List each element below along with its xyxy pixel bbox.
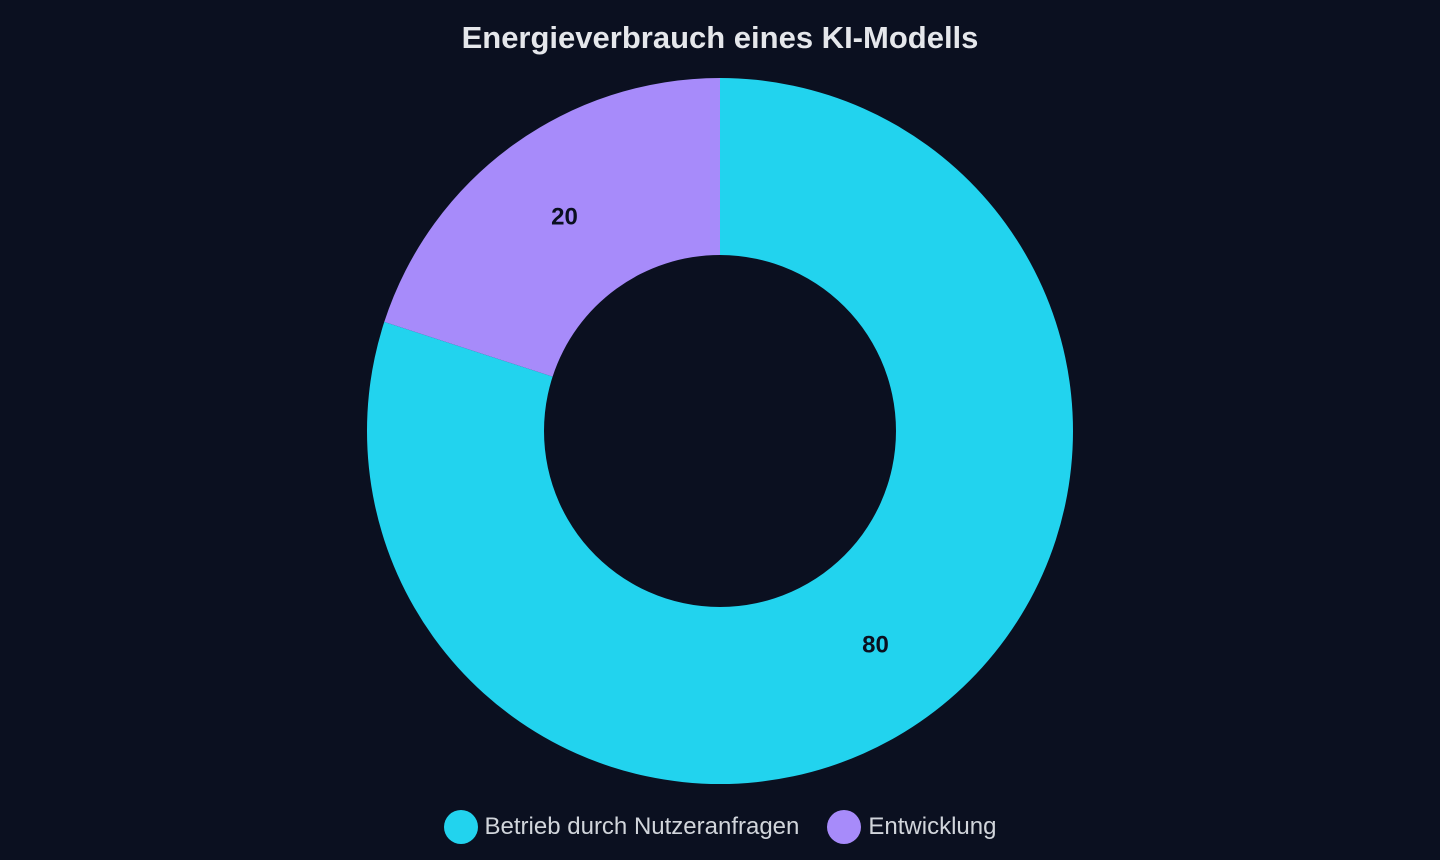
slice-value-label-2: 20 <box>551 204 578 231</box>
donut-slice-1[interactable] <box>366 78 1073 784</box>
slice-value-label-1: 80 <box>862 631 889 658</box>
legend-swatch-2 <box>827 810 862 844</box>
legend-label-1: Betrieb durch Nutzeranfragen <box>484 813 800 840</box>
legend-swatch-1 <box>443 810 478 844</box>
chart-title: Energieverbrauch eines KI-Modells <box>461 20 979 55</box>
legend-item-2[interactable]: Entwicklung <box>827 810 996 844</box>
chart-legend: Betrieb durch Nutzeranfragen Entwicklung <box>0 810 1440 844</box>
donut-slice-2[interactable] <box>384 78 720 377</box>
legend-item-1[interactable]: Betrieb durch Nutzeranfragen <box>443 810 800 844</box>
legend-label-2: Entwicklung <box>868 813 997 840</box>
